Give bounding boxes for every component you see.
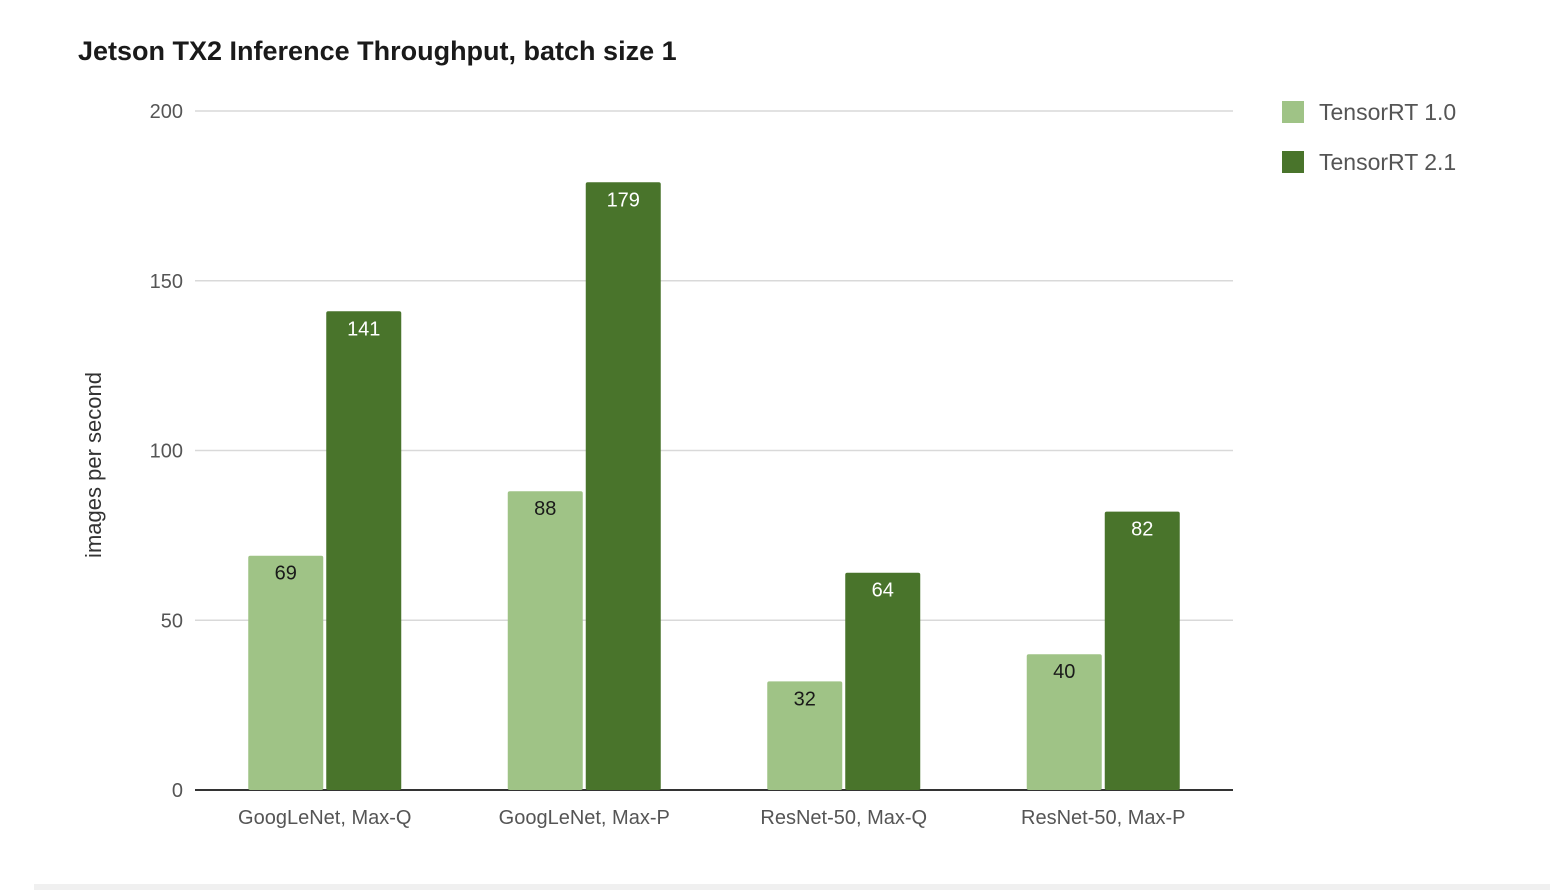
y-axis-ticks: 0 50 100 150 200 xyxy=(150,101,183,802)
bars xyxy=(248,182,1180,791)
data-label: 88 xyxy=(534,498,556,520)
data-label: 32 xyxy=(794,688,816,710)
y-tick-label: 50 xyxy=(161,610,183,632)
y-tick-label: 150 xyxy=(150,271,183,293)
data-label: 179 xyxy=(607,189,640,211)
x-category-label: ResNet-50, Max-P xyxy=(1021,807,1186,829)
bar-1-1 xyxy=(248,555,324,790)
bar-2-1 xyxy=(326,311,402,790)
bar-2-2 xyxy=(585,182,661,791)
legend: TensorRT 1.0 TensorRT 2.1 xyxy=(1282,99,1456,175)
bar-1-2 xyxy=(507,491,583,790)
bottom-divider xyxy=(34,884,1550,890)
x-category-label: GoogLeNet, Max-P xyxy=(499,807,670,829)
y-tick-label: 0 xyxy=(172,780,183,802)
bar-1-3 xyxy=(767,681,843,790)
data-label: 69 xyxy=(275,563,297,585)
y-tick-label: 100 xyxy=(150,441,183,463)
legend-swatch xyxy=(1282,151,1304,173)
data-label: 141 xyxy=(347,318,380,340)
y-axis-title: images per second xyxy=(81,372,106,558)
y-tick-label: 200 xyxy=(150,101,183,123)
bar-2-3 xyxy=(845,572,921,790)
bar-2-4 xyxy=(1104,511,1180,790)
bar-1-4 xyxy=(1026,654,1102,790)
legend-swatch xyxy=(1282,101,1304,123)
data-label: 82 xyxy=(1131,519,1153,541)
legend-label: TensorRT 2.1 xyxy=(1319,149,1456,175)
x-axis-categories: GoogLeNet, Max-Q GoogLeNet, Max-P ResNet-5… xyxy=(238,807,1185,829)
data-label: 40 xyxy=(1053,661,1075,683)
data-labels: 69 141 88 179 32 64 40 82 xyxy=(275,189,1154,710)
data-label: 64 xyxy=(872,580,894,602)
x-category-label: ResNet-50, Max-Q xyxy=(760,807,927,829)
x-category-label: GoogLeNet, Max-Q xyxy=(238,807,411,829)
legend-label: TensorRT 1.0 xyxy=(1319,99,1456,125)
chart-title: Jetson TX2 Inference Throughput, batch s… xyxy=(78,36,677,66)
